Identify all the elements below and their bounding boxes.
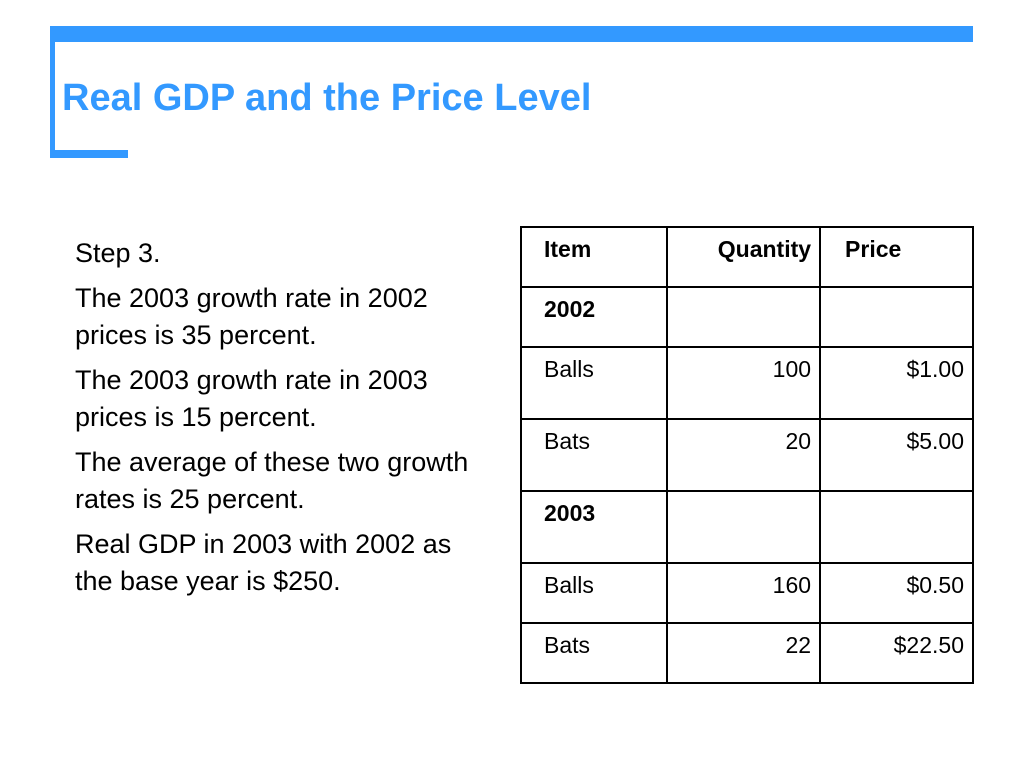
- year-label: 2003: [519, 490, 669, 564]
- title-accent-bar-left: [50, 26, 55, 158]
- quantity-cell: 22: [666, 622, 822, 684]
- empty-cell: [819, 286, 974, 348]
- header-quantity: Quantity: [666, 226, 822, 288]
- header-item: Item: [519, 226, 669, 288]
- body-paragraph-real-gdp: Real GDP in 2003 with 2002 as the base y…: [75, 529, 452, 596]
- price-cell: $1.00: [819, 346, 974, 420]
- quantity-cell: 100: [666, 346, 822, 420]
- item-cell: Balls: [519, 562, 669, 624]
- table-row: Bats 22 $22.50: [519, 622, 974, 684]
- title-accent-bar-top: [50, 26, 973, 42]
- slide-title: Real GDP and the Price Level: [62, 77, 592, 119]
- title-accent-bar-bottom: [50, 150, 128, 158]
- table-year-row: 2003: [519, 490, 974, 564]
- quantity-cell: 20: [666, 418, 822, 492]
- item-cell: Bats: [519, 622, 669, 684]
- empty-cell: [666, 490, 822, 564]
- header-price: Price: [819, 226, 974, 288]
- empty-cell: [819, 490, 974, 564]
- table-row: Balls 160 $0.50: [519, 562, 974, 624]
- year-label: 2002: [519, 286, 669, 348]
- price-cell: $0.50: [819, 562, 974, 624]
- table-row: Bats 20 $5.00: [519, 418, 974, 492]
- body-paragraph-growth-2002-prices: The 2003 growth rate in 2002 prices is 3…: [75, 283, 428, 350]
- empty-cell: [666, 286, 822, 348]
- slide-body: Step 3. The 2003 growth rate in 2002 pri…: [75, 235, 495, 608]
- item-cell: Balls: [519, 346, 669, 420]
- body-paragraph-step: Step 3.: [75, 238, 161, 268]
- table-header-row: Item Quantity Price: [519, 226, 974, 288]
- price-cell: $22.50: [819, 622, 974, 684]
- price-cell: $5.00: [819, 418, 974, 492]
- quantity-cell: 160: [666, 562, 822, 624]
- body-paragraph-average-growth: The average of these two growth rates is…: [75, 447, 469, 514]
- table-year-row: 2002: [519, 286, 974, 348]
- table-row: Balls 100 $1.00: [519, 346, 974, 420]
- item-cell: Bats: [519, 418, 669, 492]
- body-paragraph-growth-2003-prices: The 2003 growth rate in 2003 prices is 1…: [75, 365, 428, 432]
- price-quantity-table: Item Quantity Price 2002 Balls 100 $1.00…: [519, 226, 974, 684]
